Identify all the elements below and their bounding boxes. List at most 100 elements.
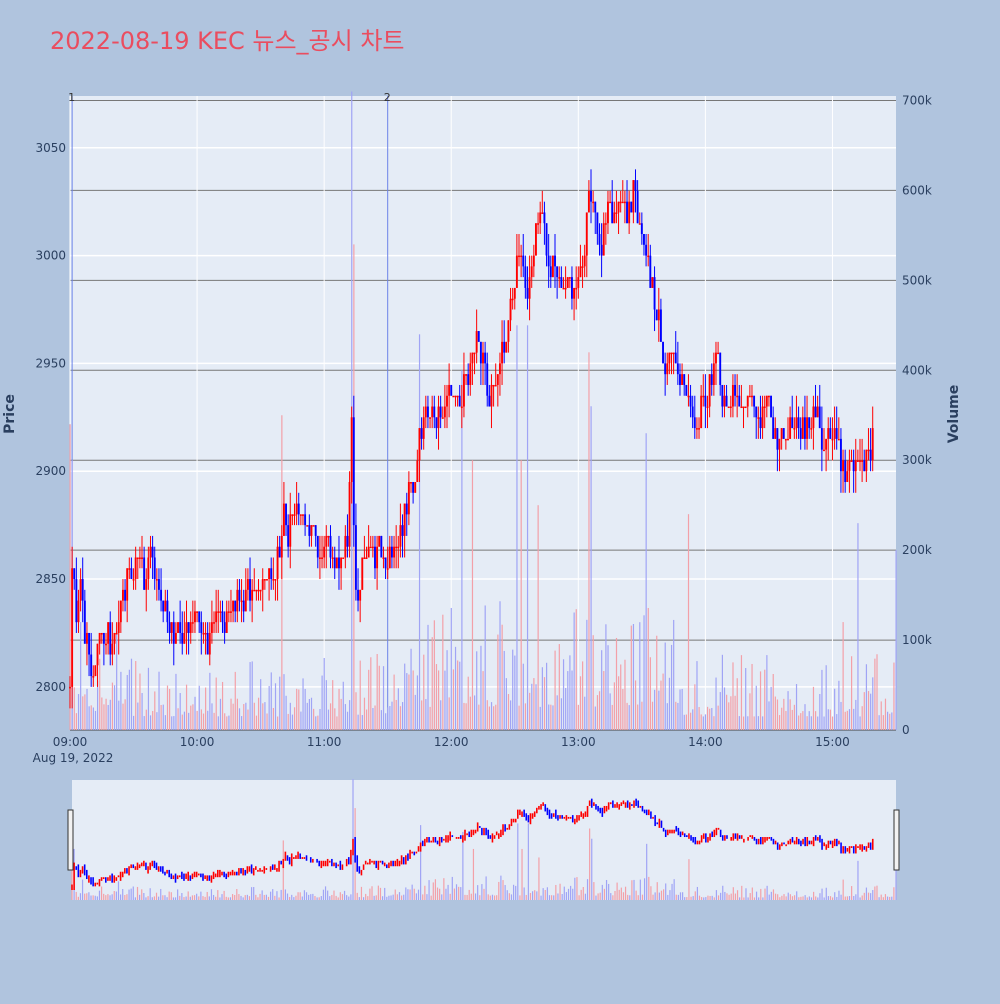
candle bbox=[655, 309, 658, 321]
slider-volume-bar bbox=[861, 895, 863, 900]
slider-volume-bar bbox=[605, 879, 608, 900]
candle bbox=[342, 557, 345, 559]
volume-bar bbox=[730, 696, 732, 730]
slider-volume-bar bbox=[876, 885, 878, 900]
candle bbox=[727, 406, 730, 409]
main-plot-area[interactable] bbox=[70, 96, 896, 730]
slider-volume-bar bbox=[753, 897, 756, 900]
volume-bar bbox=[90, 705, 92, 730]
candle bbox=[177, 622, 179, 633]
candle bbox=[367, 525, 370, 558]
candle bbox=[861, 438, 864, 483]
candle bbox=[507, 320, 510, 353]
volume-bar bbox=[592, 635, 594, 730]
candle bbox=[803, 395, 806, 450]
candle bbox=[172, 611, 175, 666]
volume-bar bbox=[598, 691, 601, 730]
slider-volume-bar bbox=[208, 896, 210, 900]
volume-bar bbox=[831, 716, 834, 730]
slider-volume-bar bbox=[781, 895, 783, 900]
slider-volume-bar bbox=[580, 889, 582, 900]
volume-tick-label: 700k bbox=[902, 93, 932, 107]
slider-volume-bar bbox=[261, 890, 263, 900]
volume-bar bbox=[427, 624, 429, 730]
volume-bar bbox=[776, 699, 779, 730]
volume-bar bbox=[190, 705, 192, 730]
volume-bar bbox=[861, 706, 863, 730]
candle bbox=[746, 395, 749, 418]
candle bbox=[808, 417, 811, 439]
candle bbox=[685, 384, 688, 396]
slider-volume-bar bbox=[629, 895, 631, 900]
slider-volume-bar bbox=[162, 895, 164, 900]
slider-volume-bar bbox=[274, 895, 276, 900]
slider-volume-bar bbox=[166, 897, 168, 900]
slider-volume-bar bbox=[882, 897, 884, 900]
volume-bar bbox=[719, 692, 721, 730]
candle bbox=[306, 525, 309, 527]
volume-bar bbox=[624, 659, 626, 730]
volume-bar bbox=[264, 702, 266, 730]
volume-bar bbox=[425, 699, 427, 730]
range-slider-left-handle[interactable] bbox=[67, 809, 74, 871]
slider-volume-bar bbox=[250, 887, 253, 900]
candle bbox=[554, 234, 556, 288]
slider-volume-bar bbox=[413, 888, 415, 900]
volume-bar bbox=[370, 657, 372, 730]
volume-bar bbox=[825, 665, 827, 730]
slider-volume-bar bbox=[531, 891, 534, 900]
candle bbox=[867, 428, 870, 461]
slider-volume-bar bbox=[409, 889, 411, 900]
slider-volume-bar bbox=[314, 895, 316, 900]
volume-bar bbox=[463, 702, 465, 730]
slider-volume-bar bbox=[346, 895, 348, 900]
volume-bar bbox=[446, 650, 448, 730]
candle bbox=[575, 266, 578, 310]
candle bbox=[454, 395, 457, 407]
volume-bar bbox=[141, 693, 143, 730]
volume-bar bbox=[895, 550, 897, 730]
volume-bar bbox=[461, 370, 463, 730]
slider-volume-bar bbox=[597, 893, 599, 900]
candle bbox=[202, 622, 205, 644]
volume-bar bbox=[770, 686, 772, 730]
range-slider-right-handle[interactable] bbox=[893, 809, 900, 871]
range-slider[interactable] bbox=[72, 780, 896, 900]
candle bbox=[325, 525, 328, 569]
volume-bar bbox=[293, 707, 296, 730]
candle bbox=[609, 190, 612, 204]
candle bbox=[138, 546, 141, 569]
candle bbox=[649, 244, 652, 288]
slider-volume-bar bbox=[800, 896, 802, 900]
candle bbox=[179, 600, 182, 644]
volume-bar bbox=[156, 712, 158, 730]
candle bbox=[221, 600, 224, 633]
slider-volume-bar bbox=[322, 889, 325, 900]
candle bbox=[793, 417, 796, 439]
candle bbox=[664, 352, 667, 396]
candle bbox=[865, 449, 868, 483]
slider-volume-bar bbox=[679, 892, 682, 900]
candle bbox=[530, 255, 533, 288]
candle bbox=[539, 201, 542, 235]
slider-volume-bar bbox=[525, 894, 527, 900]
slider-volume-bar bbox=[362, 897, 365, 900]
slider-volume-bar bbox=[479, 895, 481, 900]
slider-volume-bar bbox=[71, 842, 73, 900]
candle bbox=[471, 352, 474, 385]
candle bbox=[166, 589, 169, 633]
candle bbox=[573, 287, 576, 321]
volume-bar bbox=[806, 716, 808, 730]
slider-volume-bar bbox=[77, 896, 79, 900]
candle bbox=[623, 190, 626, 224]
volume-bar bbox=[469, 696, 471, 730]
candle bbox=[98, 632, 101, 655]
candle bbox=[395, 525, 398, 569]
volume-bar bbox=[795, 684, 798, 730]
candle bbox=[643, 234, 645, 256]
candle bbox=[352, 395, 355, 547]
candle bbox=[592, 190, 595, 213]
candle bbox=[308, 514, 311, 547]
slider-volume-bar bbox=[449, 893, 451, 900]
volume-bar bbox=[497, 634, 499, 730]
